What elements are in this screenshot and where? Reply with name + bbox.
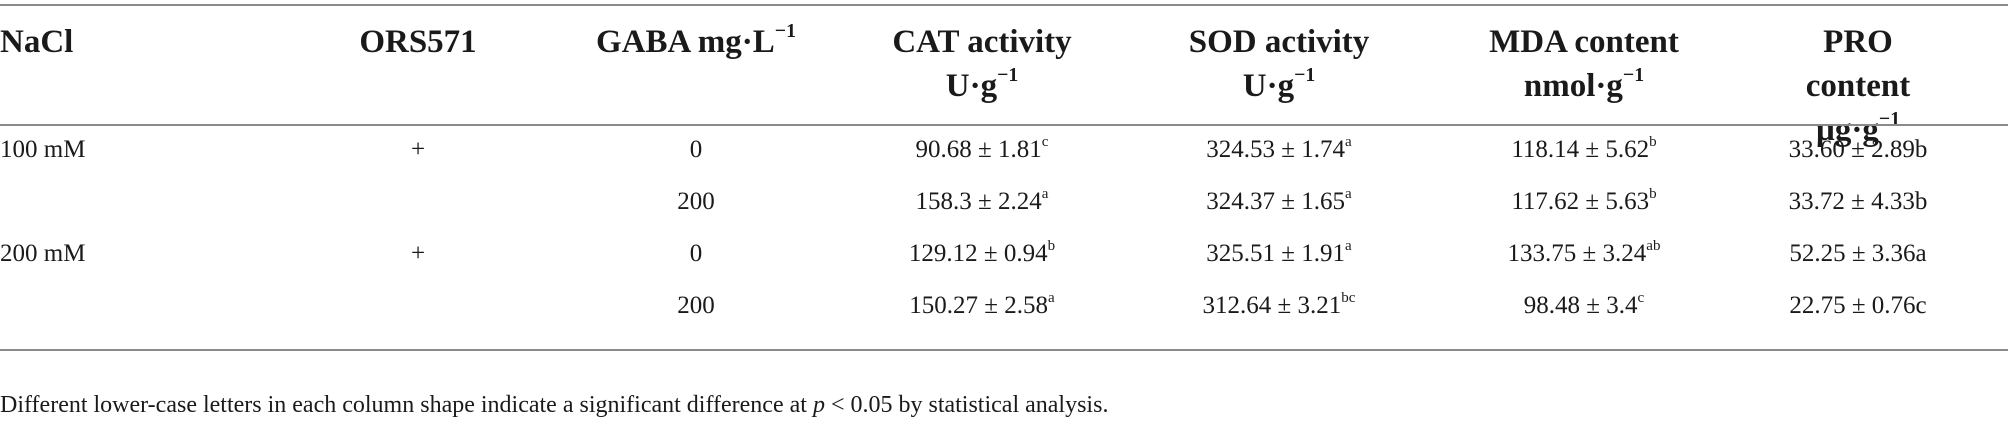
header-ors571-label: ORS571 bbox=[359, 24, 477, 60]
row3-nacl: 200 mM bbox=[0, 240, 86, 267]
header-mda-label: MDA content bbox=[1489, 24, 1679, 60]
header-sod-unit: U·g−1 bbox=[1242, 64, 1316, 104]
row1-nacl: 100 mM bbox=[0, 136, 86, 163]
header-cat: CAT activity U·g−1 bbox=[892, 20, 1071, 108]
row2-mda: 117.62 ± 5.63b bbox=[1511, 185, 1657, 215]
row4-sod: 312.64 ± 3.21bc bbox=[1202, 289, 1356, 319]
header-gaba-sup: −1 bbox=[774, 20, 796, 43]
row1-ors: + bbox=[410, 136, 426, 163]
row1-sod: 324.53 ± 1.74a bbox=[1206, 133, 1352, 163]
header-mda-unit: nmol·g−1 bbox=[1523, 64, 1645, 104]
row3-ors: + bbox=[410, 240, 426, 267]
row3-gaba: 0 bbox=[689, 240, 703, 267]
row3-sod: 325.51 ± 1.91a bbox=[1206, 237, 1352, 267]
row2-cat: 158.3 ± 2.24a bbox=[915, 185, 1049, 215]
row1-mda: 118.14 ± 5.62b bbox=[1511, 133, 1657, 163]
header-pro-label: PRO content bbox=[1805, 24, 1911, 104]
header-cat-label: CAT activity bbox=[892, 24, 1072, 60]
row3-pro: 52.25 ± 3.36a bbox=[1789, 240, 1927, 267]
header-nacl: NaCl bbox=[0, 20, 73, 64]
row4-cat: 150.27 ± 2.58a bbox=[909, 289, 1055, 319]
row2-gaba: 200 bbox=[677, 188, 715, 215]
row2-pro: 33.72 ± 4.33b bbox=[1788, 188, 1928, 215]
header-gaba-label: GABA mg·L bbox=[596, 24, 775, 60]
header-cat-unit: U·g−1 bbox=[945, 64, 1019, 104]
header-sod-label: SOD activity bbox=[1188, 24, 1370, 60]
header-ors571: ORS571 bbox=[359, 20, 476, 64]
row1-gaba: 0 bbox=[689, 136, 703, 163]
row3-mda: 133.75 ± 3.24ab bbox=[1507, 237, 1661, 267]
row4-gaba: 200 bbox=[677, 292, 715, 319]
top-rule bbox=[0, 4, 2008, 6]
bottom-rule bbox=[0, 349, 2008, 351]
row4-pro: 22.75 ± 0.76c bbox=[1789, 292, 1927, 319]
row1-pro: 33.60 ± 2.89b bbox=[1788, 136, 1928, 163]
header-gaba: GABA mg·L−1 bbox=[596, 20, 796, 64]
header-pro: PRO content µg·g−1 bbox=[1783, 20, 1933, 152]
row1-cat: 90.68 ± 1.81c bbox=[915, 133, 1049, 163]
header-nacl-label: NaCl bbox=[0, 24, 74, 60]
row3-cat: 129.12 ± 0.94b bbox=[908, 237, 1056, 267]
row4-mda: 98.48 ± 3.4c bbox=[1523, 289, 1645, 319]
header-rule bbox=[0, 124, 2008, 126]
row2-sod: 324.37 ± 1.65a bbox=[1206, 185, 1352, 215]
header-sod: SOD activity U·g−1 bbox=[1189, 20, 1370, 108]
table-footnote: Different lower-case letters in each col… bbox=[0, 392, 1109, 418]
header-mda: MDA content nmol·g−1 bbox=[1489, 20, 1679, 108]
